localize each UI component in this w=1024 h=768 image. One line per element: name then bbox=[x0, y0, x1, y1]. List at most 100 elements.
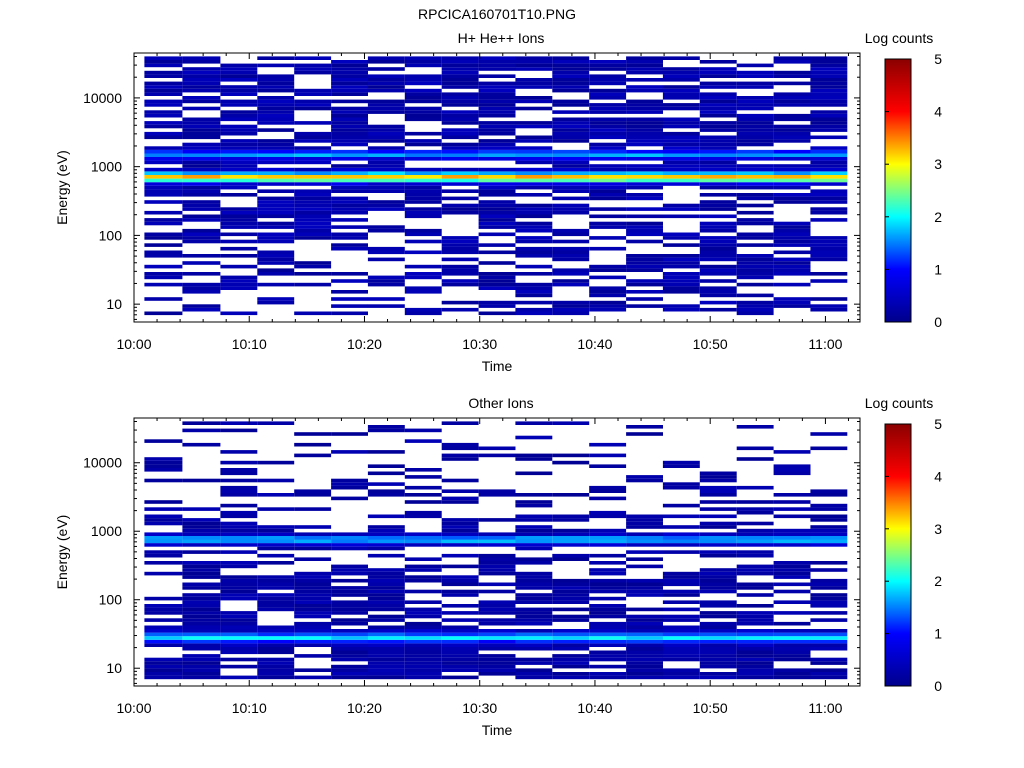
heatmap-cell bbox=[220, 543, 258, 547]
heatmap-cell bbox=[441, 632, 479, 637]
heatmap-cell bbox=[626, 654, 663, 658]
heatmap-cell bbox=[144, 553, 183, 558]
heatmap-cell bbox=[294, 453, 332, 458]
heatmap-cell bbox=[515, 546, 553, 551]
heatmap-cell bbox=[441, 63, 479, 68]
heatmap-cell bbox=[626, 185, 663, 190]
heatmap-cell bbox=[367, 153, 405, 157]
heatmap-cell bbox=[589, 543, 627, 547]
heatmap-cell bbox=[515, 539, 553, 544]
heatmap-cell bbox=[736, 643, 774, 647]
heatmap-cell bbox=[257, 257, 295, 262]
heatmap-cell bbox=[773, 228, 811, 233]
heatmap-cell bbox=[404, 625, 442, 630]
heatmap-cell bbox=[220, 539, 258, 544]
heatmap-cell bbox=[404, 214, 442, 219]
heatmap-cell bbox=[294, 654, 332, 658]
heatmap-cell bbox=[478, 200, 516, 204]
heatmap-cell bbox=[552, 528, 590, 533]
heatmap-cell bbox=[773, 539, 811, 544]
heatmap-cell bbox=[182, 507, 221, 511]
heatmap-cell bbox=[257, 586, 295, 590]
heatmap-cell bbox=[144, 672, 183, 676]
heatmap-cell bbox=[441, 539, 479, 544]
heatmap-cell bbox=[331, 629, 368, 633]
heatmap-cell bbox=[736, 586, 774, 590]
heatmap-cell bbox=[182, 611, 221, 615]
heatmap-cell bbox=[773, 149, 811, 154]
heatmap-cell bbox=[182, 643, 221, 647]
heatmap-cell bbox=[182, 632, 221, 637]
heatmap-cell bbox=[220, 264, 258, 269]
heatmap-cell bbox=[478, 668, 516, 672]
heatmap-cell bbox=[441, 153, 479, 157]
heatmap-cell bbox=[220, 157, 258, 161]
heatmap-cell bbox=[552, 661, 590, 665]
colorbar-tick-label: 0 bbox=[934, 678, 942, 694]
heatmap-cell bbox=[182, 149, 221, 154]
heatmap-cell bbox=[220, 164, 258, 168]
heatmap-cell bbox=[367, 189, 405, 193]
heatmap-cell bbox=[515, 307, 553, 312]
heatmap-cell bbox=[331, 290, 368, 294]
heatmap-cell bbox=[626, 178, 663, 183]
heatmap-cell bbox=[220, 175, 258, 179]
heatmap-cell bbox=[515, 435, 553, 440]
heatmap-cell bbox=[220, 625, 258, 630]
heatmap-cell bbox=[257, 561, 295, 565]
heatmap-cell bbox=[182, 421, 221, 425]
heatmap-cell bbox=[367, 482, 405, 486]
heatmap-cell bbox=[220, 282, 258, 287]
heatmap-cell bbox=[144, 439, 183, 443]
heatmap-cell bbox=[662, 164, 700, 168]
heatmap-cell bbox=[626, 207, 663, 211]
heatmap-cell bbox=[257, 171, 295, 175]
heatmap-cell bbox=[294, 507, 332, 511]
heatmap-cell bbox=[478, 81, 516, 86]
heatmap-cell bbox=[294, 611, 332, 615]
heatmap-cell bbox=[810, 243, 848, 247]
heatmap-cell bbox=[404, 228, 442, 233]
heatmap-cell bbox=[478, 157, 516, 161]
heatmap-cell bbox=[478, 489, 516, 493]
heatmap-cell bbox=[552, 586, 590, 590]
heatmap-cell bbox=[441, 521, 479, 526]
heatmap-cell bbox=[182, 282, 221, 287]
heatmap-cell bbox=[220, 139, 258, 143]
heatmap-cell bbox=[441, 536, 479, 540]
heatmap-cell bbox=[257, 117, 295, 122]
heatmap-cell bbox=[773, 629, 811, 633]
heatmap-cell bbox=[515, 96, 553, 100]
heatmap-cell bbox=[257, 675, 295, 680]
heatmap-cell bbox=[810, 60, 848, 64]
heatmap-cell bbox=[736, 457, 774, 461]
heatmap-cell bbox=[662, 232, 700, 237]
heatmap-cell bbox=[626, 149, 663, 154]
heatmap-cell bbox=[662, 589, 700, 594]
heatmap-cell bbox=[144, 460, 183, 465]
heatmap-cell bbox=[736, 167, 774, 172]
colorbar-tick-label: 1 bbox=[934, 261, 942, 277]
heatmap-cell bbox=[404, 639, 442, 644]
heatmap-cell bbox=[441, 167, 479, 172]
heatmap-cell bbox=[144, 182, 183, 186]
heatmap-cell bbox=[478, 218, 516, 222]
heatmap-cell bbox=[478, 553, 516, 558]
heatmap-cell bbox=[144, 539, 183, 544]
heatmap-cell bbox=[589, 182, 627, 186]
heatmap-cell bbox=[144, 178, 183, 183]
heatmap-cell bbox=[626, 110, 663, 114]
heatmap-cell bbox=[810, 578, 848, 583]
heatmap-cell bbox=[404, 250, 442, 255]
heatmap-cell bbox=[552, 643, 590, 647]
heatmap-cell bbox=[589, 539, 627, 544]
heatmap-cell bbox=[662, 593, 700, 597]
heatmap-cell bbox=[331, 639, 368, 644]
figure-title: RPCICA160701T10.PNG bbox=[418, 6, 576, 22]
heatmap-cell bbox=[773, 272, 811, 276]
heatmap-cell bbox=[810, 78, 848, 82]
heatmap-cell bbox=[589, 607, 627, 612]
heatmap-cell bbox=[441, 307, 479, 312]
heatmap-cell bbox=[441, 593, 479, 597]
heatmap-cell bbox=[662, 607, 700, 612]
